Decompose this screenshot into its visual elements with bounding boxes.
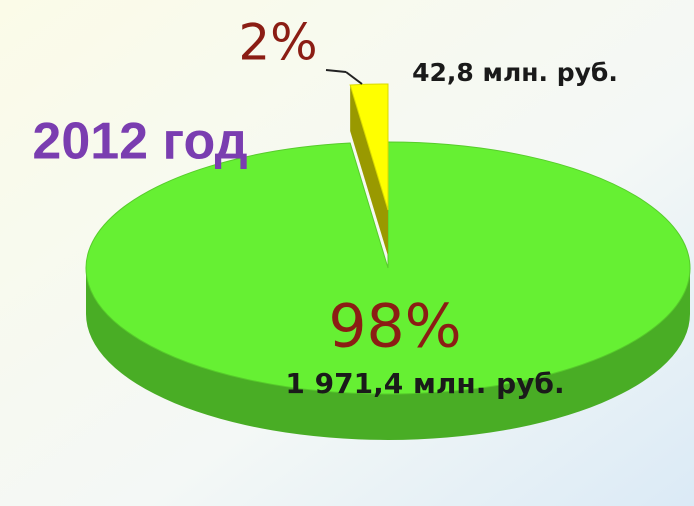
chart-title: 2012 год (32, 113, 247, 171)
annotation: 42,8 млн. руб. (412, 58, 618, 87)
value-label: 98% (328, 292, 461, 362)
pie (85, 83, 691, 440)
slice-side (350, 84, 388, 256)
annotation: 1 971,4 млн. руб. (285, 367, 564, 400)
leader-line (325, 69, 347, 73)
slice (85, 141, 691, 395)
slice (349, 83, 389, 211)
slice-side (86, 268, 690, 440)
value-label: 2% (238, 14, 317, 72)
leader-line (345, 71, 363, 85)
